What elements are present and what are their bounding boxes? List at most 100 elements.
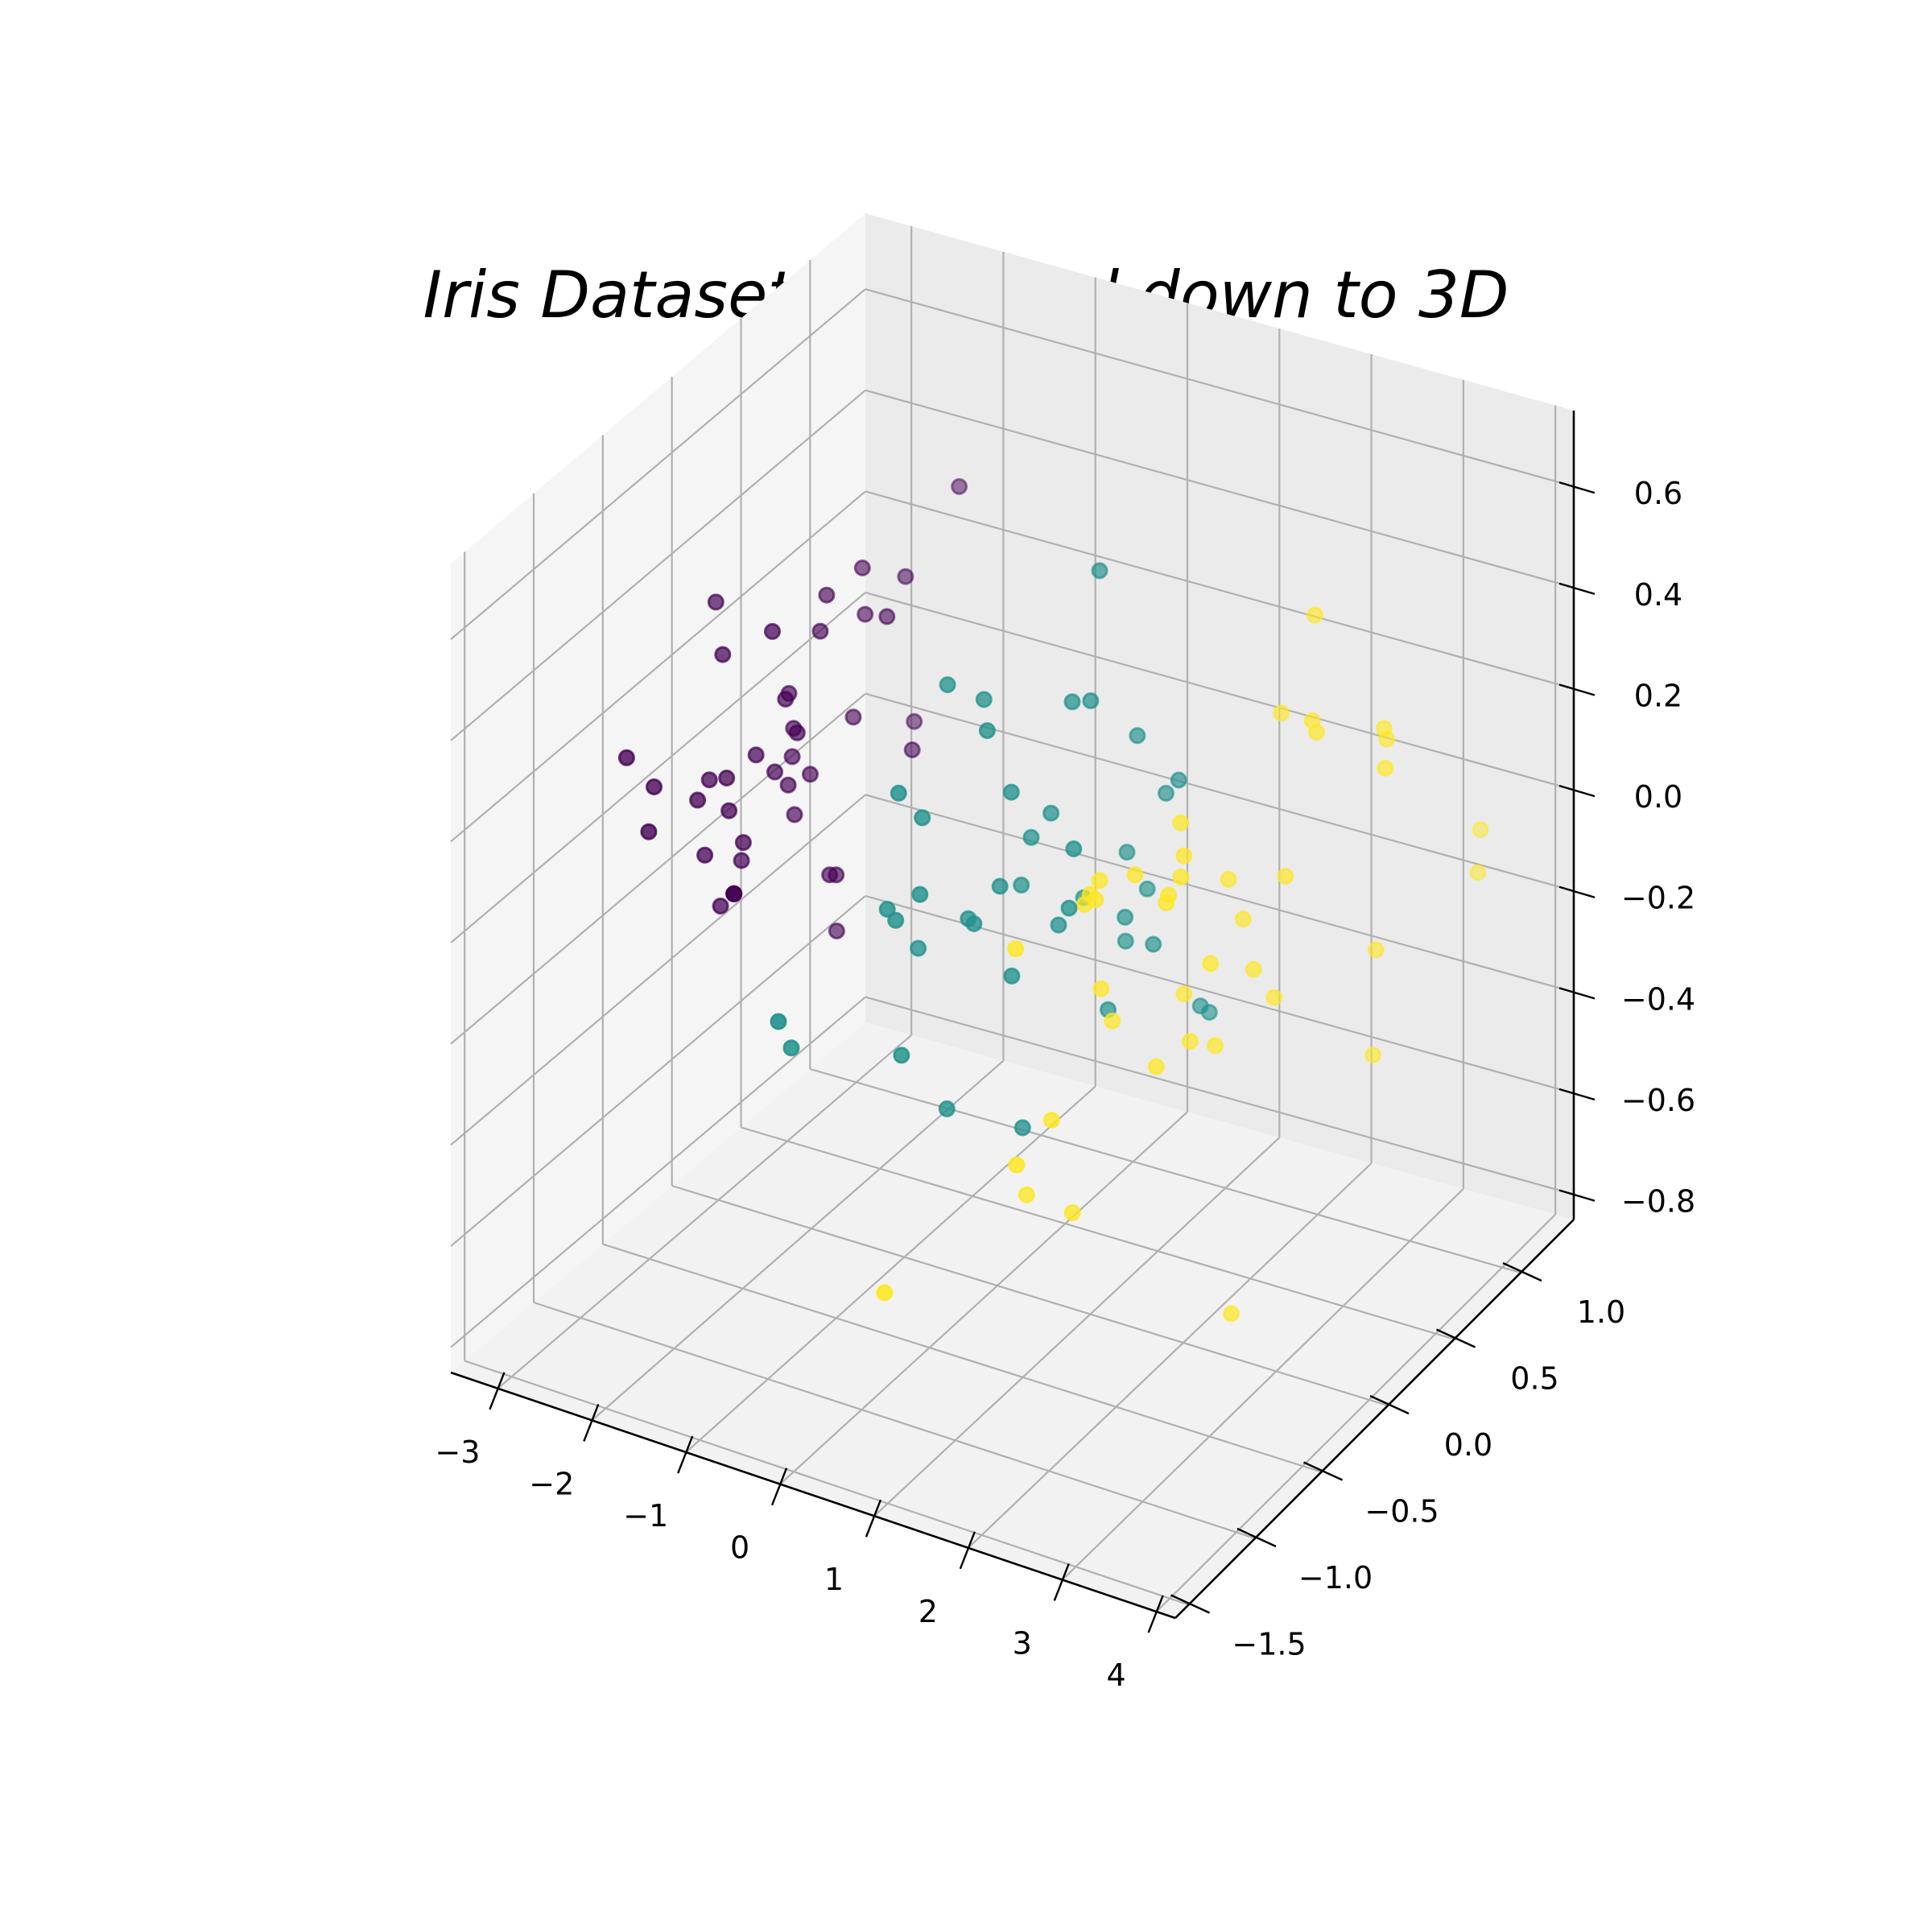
data-point-class-0 xyxy=(828,866,845,884)
grid-line-y xyxy=(741,1126,1455,1340)
data-point-class-2 xyxy=(1181,1033,1199,1051)
data-point-class-2 xyxy=(1307,606,1323,624)
data-point-class-0 xyxy=(777,691,795,708)
data-point-class-2 xyxy=(1202,955,1220,972)
data-point-class-2 xyxy=(1472,821,1489,838)
data-point-class-2 xyxy=(1175,985,1193,1003)
y-tick-label: −1.0 xyxy=(1298,1560,1373,1596)
data-point-class-0 xyxy=(857,605,874,623)
y-tick xyxy=(1502,1261,1542,1282)
data-point-class-1 xyxy=(1002,783,1020,801)
data-point-class-2 xyxy=(1367,941,1385,959)
x-tick xyxy=(865,1499,882,1538)
data-point-class-2 xyxy=(1265,989,1283,1006)
tick-labels: −3−2−101234−1.5−1.0−0.50.00.51.0−0.8−0.6… xyxy=(435,476,1695,1693)
data-point-class-1 xyxy=(991,877,1009,895)
data-point-class-0 xyxy=(788,724,806,741)
data-point-class-1 xyxy=(1003,967,1021,985)
data-point-class-2 xyxy=(1042,1112,1060,1129)
data-point-class-2 xyxy=(1087,891,1104,909)
grid-line-z xyxy=(865,288,1575,488)
x-tick xyxy=(959,1531,976,1570)
data-point-class-0 xyxy=(734,834,752,852)
data-point-class-1 xyxy=(1082,692,1100,709)
data-point-class-2 xyxy=(1160,886,1178,904)
z-tick xyxy=(1558,784,1596,798)
data-point-class-1 xyxy=(1060,899,1078,917)
data-point-class-1 xyxy=(878,901,896,918)
grid-line-z xyxy=(865,389,1575,588)
y-tick-label: −0.5 xyxy=(1364,1494,1439,1530)
data-point-class-1 xyxy=(1129,727,1146,745)
data-point-class-1 xyxy=(1013,876,1030,894)
data-point-class-2 xyxy=(1377,759,1394,777)
y-tick xyxy=(1303,1461,1343,1481)
x-tick-label: 2 xyxy=(919,1594,938,1629)
data-point-class-0 xyxy=(786,806,803,824)
tick-marks xyxy=(489,481,1596,1633)
y-tick xyxy=(1236,1527,1277,1548)
axis-panes xyxy=(451,213,1574,1618)
z-tick-label: −0.2 xyxy=(1621,881,1695,916)
z-tick-label: −0.8 xyxy=(1621,1184,1695,1220)
x-tick xyxy=(583,1403,600,1442)
data-point-class-0 xyxy=(802,766,819,783)
z-tick xyxy=(1558,481,1596,494)
grid-line-z xyxy=(450,794,866,1146)
x-tick xyxy=(770,1468,788,1506)
data-point-class-0 xyxy=(764,622,781,640)
z-tick-label: 0.6 xyxy=(1634,476,1682,511)
grid-line-y xyxy=(671,1184,1389,1407)
data-point-class-1 xyxy=(1091,562,1108,580)
data-point-class-2 xyxy=(876,1284,894,1302)
grid-line-x xyxy=(591,1059,1005,1422)
grid-line-y xyxy=(602,1243,1322,1473)
data-point-class-1 xyxy=(770,1013,787,1030)
data-point-class-2 xyxy=(1469,864,1487,881)
data-point-class-0 xyxy=(783,748,801,766)
data-point-class-0 xyxy=(725,885,743,902)
data-point-class-2 xyxy=(1364,1046,1382,1064)
data-point-class-1 xyxy=(1050,916,1067,934)
data-point-class-1 xyxy=(1145,935,1162,953)
data-point-class-0 xyxy=(779,776,797,794)
floor-pane xyxy=(451,1022,1574,1618)
data-point-class-0 xyxy=(811,622,829,640)
data-point-class-0 xyxy=(951,477,968,495)
data-point-class-2 xyxy=(1308,724,1325,741)
data-point-class-1 xyxy=(1170,771,1187,789)
data-point-class-0 xyxy=(617,749,635,766)
x-tick-label: 4 xyxy=(1107,1657,1126,1693)
grid-line-y xyxy=(810,1067,1521,1274)
z-tick-label: −0.4 xyxy=(1621,981,1695,1017)
data-point-class-1 xyxy=(1117,932,1134,950)
axis-lines xyxy=(450,411,1575,1620)
data-point-class-1 xyxy=(1118,844,1136,861)
grid-line-z xyxy=(865,996,1575,1195)
data-point-class-2 xyxy=(1223,1305,1240,1323)
data-point-class-0 xyxy=(700,771,718,789)
y-axis-line xyxy=(1174,1219,1575,1619)
x-tick xyxy=(1147,1595,1164,1633)
y-tick xyxy=(1369,1394,1410,1415)
grid-line-x xyxy=(779,1111,1188,1485)
z-tick xyxy=(1558,582,1596,595)
z-tick xyxy=(1558,1189,1596,1202)
y-tick xyxy=(1436,1328,1476,1348)
data-point-class-2 xyxy=(1091,872,1108,890)
data-point-class-2 xyxy=(1277,868,1294,885)
data-point-class-0 xyxy=(718,770,736,786)
grid-line-x xyxy=(1155,1213,1556,1612)
data-point-class-2 xyxy=(1007,940,1025,958)
data-points xyxy=(617,477,1489,1323)
data-point-class-0 xyxy=(696,846,714,864)
grid-line-z xyxy=(450,490,866,843)
data-point-class-0 xyxy=(897,568,914,585)
grid-line-x xyxy=(1061,1188,1464,1581)
grid-line-z xyxy=(450,592,866,943)
data-point-class-0 xyxy=(828,923,845,939)
data-point-class-0 xyxy=(903,741,921,758)
data-point-class-0 xyxy=(818,586,836,604)
grid-line-z xyxy=(450,996,866,1348)
